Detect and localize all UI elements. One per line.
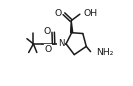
Polygon shape xyxy=(71,21,73,33)
Text: O: O xyxy=(43,27,51,36)
Text: NH₂: NH₂ xyxy=(96,48,114,57)
Text: O: O xyxy=(44,45,52,54)
Text: N: N xyxy=(58,39,64,48)
Text: O: O xyxy=(54,9,61,18)
Text: OH: OH xyxy=(84,9,98,18)
